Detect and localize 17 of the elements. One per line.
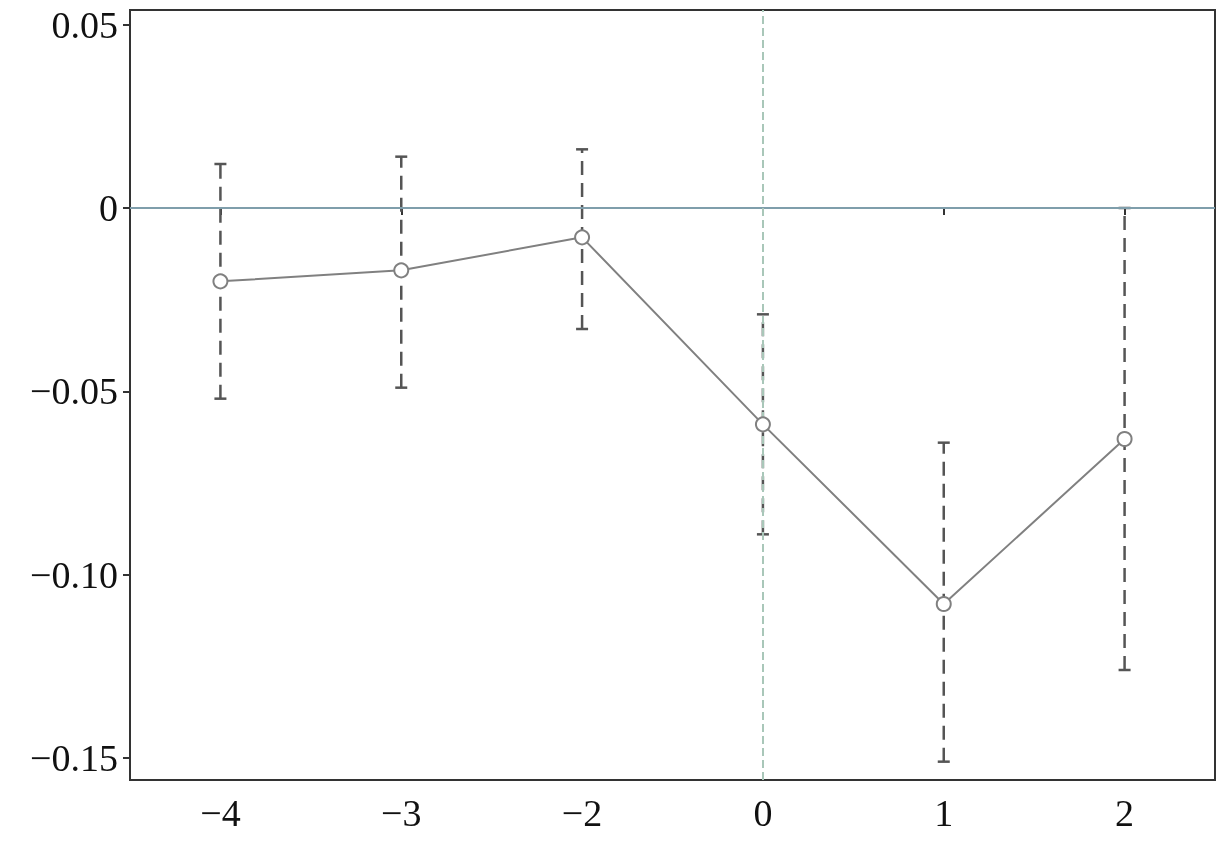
x-tick-label: 2 [1115,792,1135,834]
y-tick-label: −0.05 [30,370,118,413]
point [935,596,952,612]
y-tick-label: 0 [99,187,118,229]
x-tick-label: 1 [934,792,954,834]
y-tick-label: −0.10 [30,553,118,596]
x-tick-label: −3 [381,792,422,834]
point [393,262,410,279]
point [574,229,591,246]
y-tick-label: 0.05 [51,3,118,46]
x-tick-label: −4 [200,792,241,834]
x-tick-label: 0 [753,792,773,834]
y-tick-label: −0.15 [30,737,118,779]
point [754,416,771,433]
x-tick-label: −2 [561,792,603,834]
point [1116,431,1133,447]
point [212,273,229,290]
